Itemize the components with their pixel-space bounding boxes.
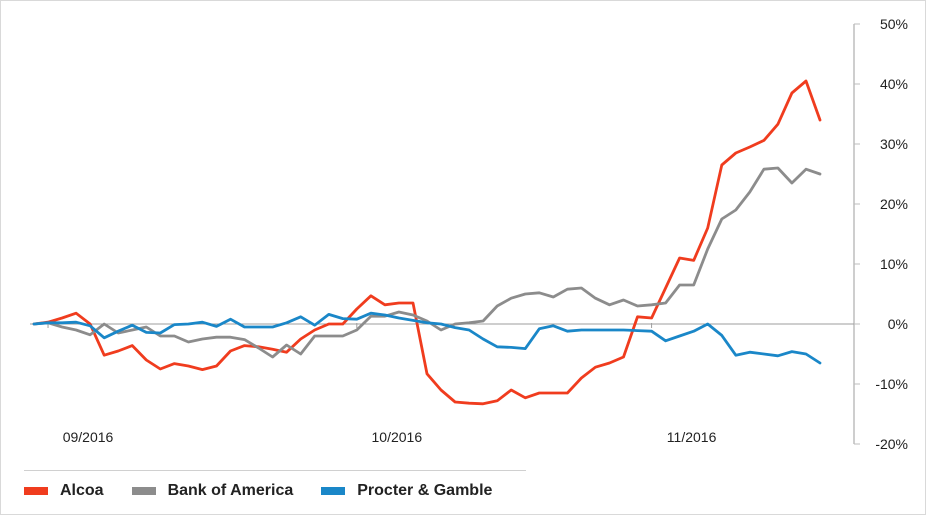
series-line-0	[32, 79, 822, 406]
legend: Alcoa Bank of America Procter & Gamble	[24, 481, 520, 501]
y-tick-label: 30%	[880, 136, 908, 152]
y-tick-label: -20%	[875, 436, 908, 452]
legend-item-alcoa: Alcoa	[24, 482, 104, 500]
legend-divider	[24, 470, 526, 471]
y-tick-label: 10%	[880, 256, 908, 272]
legend-swatch-procter-gamble	[321, 487, 346, 495]
legend-label-alcoa: Alcoa	[60, 482, 104, 499]
legend-item-procter-gamble: Procter & Gamble	[321, 482, 492, 500]
series-line-1	[32, 166, 822, 359]
legend-label-bank-of-america: Bank of America	[167, 482, 294, 499]
x-tick-label: 11/2016	[667, 429, 717, 445]
legend-swatch-bank-of-america	[131, 487, 156, 495]
y-tick-label: -10%	[875, 376, 908, 392]
legend-swatch-alcoa	[24, 487, 48, 495]
legend-item-bank-of-america: Bank of America	[131, 482, 294, 500]
x-tick-label: 10/2016	[372, 429, 423, 445]
x-tick-label: 09/2016	[63, 429, 114, 445]
legend-label-procter-gamble: Procter & Gamble	[357, 482, 493, 499]
y-tick-label: 50%	[880, 16, 908, 32]
y-tick-label: 40%	[880, 76, 908, 92]
y-tick-label: 0%	[888, 316, 908, 332]
y-tick-label: 20%	[880, 196, 908, 212]
series-line-2	[32, 311, 822, 365]
